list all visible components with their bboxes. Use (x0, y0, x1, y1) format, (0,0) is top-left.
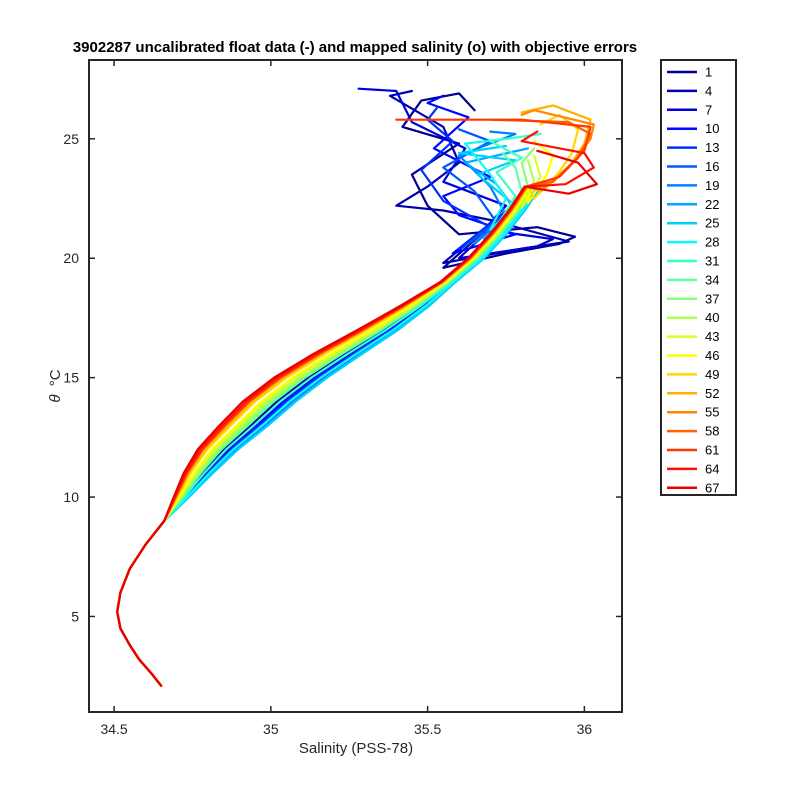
y-tick-label: 20 (63, 250, 79, 266)
legend-label: 1 (705, 65, 712, 80)
legend-label: 34 (705, 272, 719, 287)
legend-label: 55 (705, 405, 719, 420)
legend-item-7: 7 (667, 102, 712, 117)
legend-label: 4 (705, 83, 712, 98)
legend: 1 4 7 10 13 16 19 22 25 28 31 34 37 40 43 46 49 52 55 58 61 6… (660, 59, 737, 496)
x-tick-label: 36 (577, 721, 593, 737)
series-line-22 (116, 147, 542, 687)
legend-label: 37 (705, 291, 719, 306)
legend-label: 43 (705, 329, 719, 344)
legend-label: 16 (705, 159, 719, 174)
x-axis-label: Salinity (PSS-78) (299, 740, 413, 757)
legend-item-46: 46 (667, 348, 719, 363)
legend-item-49: 49 (667, 367, 719, 382)
legend-label: 25 (705, 216, 719, 231)
legend-label: 13 (705, 140, 719, 155)
legend-item-64: 64 (667, 461, 719, 476)
svg-text:θ °C: θ °C (47, 369, 64, 402)
legend-item-34: 34 (667, 272, 719, 287)
legend-label: 46 (705, 348, 719, 363)
x-tick-label: 34.5 (100, 721, 127, 737)
y-tick-label: 25 (63, 131, 79, 147)
legend-item-52: 52 (667, 386, 719, 401)
legend-label: 61 (705, 443, 719, 458)
legend-item-25: 25 (667, 216, 719, 231)
legend-label: 67 (705, 480, 719, 495)
plot-frame (88, 59, 623, 713)
legend-label: 19 (705, 178, 719, 193)
series-line-16 (116, 128, 540, 687)
x-axis: 34.5 35 35.5 36 (100, 60, 592, 737)
legend-item-43: 43 (667, 329, 719, 344)
series-line-67 (116, 149, 598, 687)
legend-item-13: 13 (667, 140, 719, 155)
y-axis: 5 10 15 20 25 (63, 131, 622, 624)
y-tick-label: 10 (63, 489, 79, 505)
legend-item-28: 28 (667, 235, 719, 250)
legend-label: 52 (705, 386, 719, 401)
series-line-4 (116, 89, 570, 687)
legend-item-22: 22 (667, 197, 719, 212)
legend-item-55: 55 (667, 405, 719, 420)
series-line-25 (116, 144, 542, 687)
legend-label: 64 (705, 461, 719, 476)
legend-label: 31 (705, 254, 719, 269)
series-line-19 (116, 130, 541, 687)
y-axis-label-unit: °C (47, 369, 64, 386)
legend-item-1: 1 (667, 65, 712, 80)
legend-item-4: 4 (667, 83, 712, 98)
legend-item-10: 10 (667, 121, 719, 136)
legend-item-61: 61 (667, 443, 719, 458)
legend-label: 40 (705, 310, 719, 325)
legend-item-67: 67 (667, 480, 719, 495)
y-tick-label: 5 (71, 608, 79, 624)
series-line-37 (116, 147, 536, 687)
legend-label: 28 (705, 235, 719, 250)
legend-box (660, 59, 737, 496)
legend-label: 10 (705, 121, 719, 136)
y-axis-label: θ °C (47, 369, 64, 402)
series-line-46 (116, 140, 555, 687)
legend-label: 49 (705, 367, 719, 382)
x-tick-label: 35 (263, 721, 279, 737)
y-axis-label-symbol: θ (47, 394, 64, 402)
legend-item-16: 16 (667, 159, 719, 174)
legend-label: 22 (705, 197, 719, 212)
y-tick-label: 15 (63, 370, 79, 386)
legend-item-40: 40 (667, 310, 719, 325)
series-line-10 (116, 94, 538, 687)
legend-item-37: 37 (667, 291, 719, 306)
legend-label: 58 (705, 424, 719, 439)
plot-series-layer (116, 87, 598, 687)
series-line-1 (116, 92, 577, 687)
legend-item-31: 31 (667, 254, 719, 269)
legend-item-58: 58 (667, 424, 719, 439)
legend-label: 7 (705, 102, 712, 117)
legend-item-19: 19 (667, 178, 719, 193)
chart-title: 3902287 uncalibrated float data (-) and … (73, 39, 637, 56)
x-tick-label: 35.5 (414, 721, 441, 737)
